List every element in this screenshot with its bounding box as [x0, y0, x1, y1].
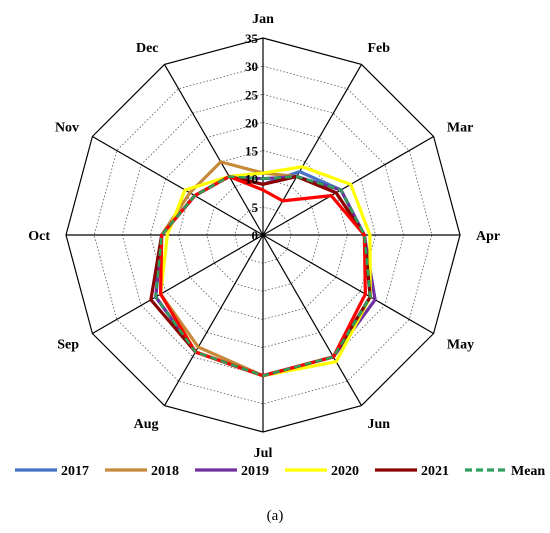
category-label-apr: Apr	[476, 229, 500, 244]
legend-label-2020: 2020	[331, 464, 359, 479]
radial-tick-labels: 0 5 10 15 20 25 30 35	[245, 31, 259, 243]
radar-series	[149, 160, 377, 378]
spoke-feb	[262, 64, 363, 236]
category-labels: Jan Feb Mar Apr May Jun Jul Aug Sep Oct Nov Dec	[28, 12, 500, 461]
legend-label-2021: 2021	[421, 464, 449, 479]
figure-caption: (a)	[267, 508, 284, 524]
category-label-jul: Jul	[254, 446, 273, 461]
legend-label-2017: 2017	[61, 464, 89, 479]
category-label-jun: Jun	[368, 417, 391, 432]
spoke-sep	[92, 234, 264, 335]
spoke-jun	[262, 234, 363, 406]
radial-tick-label: 5	[252, 200, 259, 215]
category-label-dec: Dec	[136, 41, 159, 56]
category-label-mar: Mar	[447, 121, 473, 136]
legend-label-mean: Mean	[511, 464, 545, 479]
legend-label-2019: 2019	[241, 464, 269, 479]
radial-tick-label: 10	[245, 172, 258, 187]
spoke-may	[262, 234, 434, 335]
legend: 2017 2018 2019 2020 2021 Mean	[15, 464, 545, 479]
category-label-oct: Oct	[28, 229, 50, 244]
radial-tick-label: 25	[245, 87, 259, 102]
radial-tick-label: 35	[245, 31, 259, 46]
category-label-feb: Feb	[368, 41, 391, 56]
category-label-may: May	[447, 338, 474, 353]
radial-tick-label: 15	[245, 144, 259, 159]
category-label-nov: Nov	[55, 121, 79, 136]
radial-tick-label: 30	[245, 59, 258, 74]
spoke-dec	[163, 64, 264, 236]
series-line-mean	[154, 175, 372, 378]
spoke-nov	[92, 135, 264, 236]
spoke-aug	[163, 234, 264, 406]
legend-label-2018: 2018	[151, 464, 179, 479]
category-label-sep: Sep	[57, 338, 79, 353]
spoke-mar	[262, 135, 434, 236]
category-label-jan: Jan	[252, 12, 274, 27]
category-label-aug: Aug	[134, 417, 159, 432]
radar-spokes	[66, 38, 460, 432]
radial-tick-label: 20	[245, 115, 258, 130]
radial-tick-label: 0	[252, 228, 259, 243]
